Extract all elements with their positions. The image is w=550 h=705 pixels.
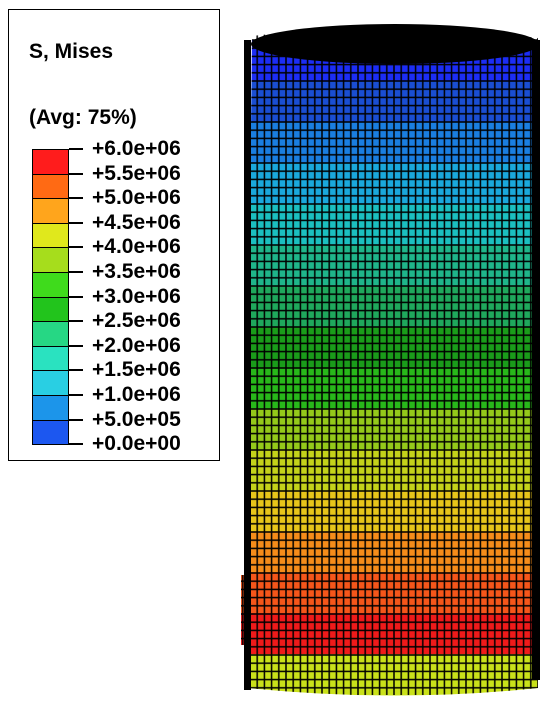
- legend-color-swatch: [32, 419, 69, 446]
- legend-tick-mark: [69, 344, 83, 347]
- legend-tick-mark: [69, 246, 83, 249]
- legend-tick-label: +2.0e+06: [92, 333, 181, 357]
- legend-tick-mark: [69, 148, 83, 150]
- legend-color-swatch: [32, 198, 69, 224]
- legend-subtitle: (Avg: 75%): [29, 106, 137, 129]
- legend-color-swatch: [32, 247, 69, 273]
- legend-tick-label: +1.5e+06: [92, 358, 181, 382]
- legend-title: S, Mises: [29, 40, 114, 63]
- legend-tick-label: +4.5e+06: [92, 210, 181, 234]
- legend-tick-mark: [69, 443, 83, 446]
- legend-tick-label: +0.0e+00: [92, 432, 181, 456]
- legend-tick-label: +6.0e+06: [92, 137, 181, 160]
- legend-tick-label: +5.0e+06: [92, 186, 181, 210]
- legend-tick-label: +2.5e+06: [92, 309, 181, 333]
- legend-tick-mark: [69, 221, 83, 224]
- legend-tick-label: +4.0e+06: [92, 235, 181, 259]
- legend-color-swatch: [32, 321, 69, 347]
- legend-tick-mark: [69, 394, 83, 396]
- legend-tick-mark: [69, 197, 83, 200]
- legend-tick-label: +5.5e+06: [92, 161, 181, 185]
- legend-tick-label: +3.5e+06: [92, 260, 181, 283]
- legend-tick-mark: [69, 418, 83, 421]
- legend-tick-mark: [69, 320, 83, 323]
- legend-tick-label: +1.0e+06: [92, 383, 181, 406]
- legend-tick-mark: [69, 271, 83, 273]
- mesh-grid: [241, 30, 538, 695]
- legend-tick-label: +3.0e+06: [92, 284, 181, 308]
- legend-tick-mark: [69, 172, 83, 175]
- legend-box: S, Mises (Avg: 75%) +6.0e+06 +5.5e+06 +5.0…: [8, 9, 220, 461]
- cylinder-top-cap: [251, 24, 539, 64]
- legend-tick-mark: [69, 295, 83, 298]
- legend-color-swatch: [32, 370, 69, 396]
- cylinder-left-edge: [244, 40, 251, 690]
- legend-color-swatch: [32, 173, 69, 200]
- legend-tick-label: +5.0e+05: [92, 407, 181, 431]
- cylinder-right-edge: [532, 40, 540, 680]
- legend-tick-mark: [69, 369, 83, 372]
- legend-color-swatch: [32, 296, 69, 323]
